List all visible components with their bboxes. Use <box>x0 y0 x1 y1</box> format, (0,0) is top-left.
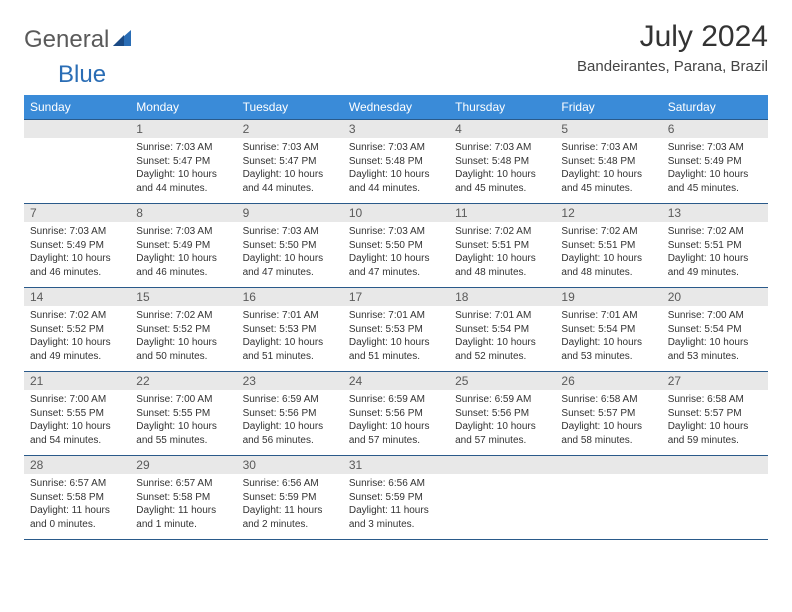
day-detail-cell: Sunrise: 7:02 AMSunset: 5:51 PMDaylight:… <box>449 222 555 288</box>
day-detail-cell: Sunrise: 7:03 AMSunset: 5:49 PMDaylight:… <box>662 138 768 204</box>
day-number-row: 78910111213 <box>24 204 768 223</box>
weekday-header: Thursday <box>449 95 555 120</box>
day-number-row: 21222324252627 <box>24 372 768 391</box>
day-number-cell: 13 <box>662 204 768 223</box>
day-detail-cell: Sunrise: 7:01 AMSunset: 5:53 PMDaylight:… <box>237 306 343 372</box>
day-detail-cell: Sunrise: 7:01 AMSunset: 5:54 PMDaylight:… <box>555 306 661 372</box>
day-number-row: 123456 <box>24 120 768 139</box>
day-number-cell: 25 <box>449 372 555 391</box>
day-detail-cell <box>449 474 555 540</box>
day-detail-row: Sunrise: 7:00 AMSunset: 5:55 PMDaylight:… <box>24 390 768 456</box>
day-detail-cell: Sunrise: 6:57 AMSunset: 5:58 PMDaylight:… <box>24 474 130 540</box>
logo: General <box>24 26 135 54</box>
day-detail-cell: Sunrise: 7:02 AMSunset: 5:51 PMDaylight:… <box>662 222 768 288</box>
day-detail-cell: Sunrise: 7:03 AMSunset: 5:47 PMDaylight:… <box>130 138 236 204</box>
day-number-cell: 15 <box>130 288 236 307</box>
calendar-table: SundayMondayTuesdayWednesdayThursdayFrid… <box>24 95 768 540</box>
day-number-cell <box>449 456 555 475</box>
day-detail-cell: Sunrise: 7:00 AMSunset: 5:54 PMDaylight:… <box>662 306 768 372</box>
logo-sail-icon <box>111 28 133 53</box>
day-number-cell: 6 <box>662 120 768 139</box>
day-number-cell: 28 <box>24 456 130 475</box>
day-number-cell: 18 <box>449 288 555 307</box>
day-detail-cell: Sunrise: 6:58 AMSunset: 5:57 PMDaylight:… <box>662 390 768 456</box>
day-number-cell: 11 <box>449 204 555 223</box>
day-detail-cell: Sunrise: 7:03 AMSunset: 5:48 PMDaylight:… <box>343 138 449 204</box>
day-number-cell <box>662 456 768 475</box>
day-number-cell: 24 <box>343 372 449 391</box>
day-detail-cell: Sunrise: 7:02 AMSunset: 5:51 PMDaylight:… <box>555 222 661 288</box>
day-detail-cell: Sunrise: 6:59 AMSunset: 5:56 PMDaylight:… <box>449 390 555 456</box>
day-number-cell: 10 <box>343 204 449 223</box>
day-detail-row: Sunrise: 7:02 AMSunset: 5:52 PMDaylight:… <box>24 306 768 372</box>
day-detail-cell: Sunrise: 7:03 AMSunset: 5:47 PMDaylight:… <box>237 138 343 204</box>
day-detail-cell: Sunrise: 7:03 AMSunset: 5:49 PMDaylight:… <box>130 222 236 288</box>
day-detail-cell: Sunrise: 6:56 AMSunset: 5:59 PMDaylight:… <box>343 474 449 540</box>
month-title: July 2024 <box>577 20 768 54</box>
day-number-cell: 29 <box>130 456 236 475</box>
day-number-cell: 23 <box>237 372 343 391</box>
day-number-cell: 14 <box>24 288 130 307</box>
day-number-row: 28293031 <box>24 456 768 475</box>
day-number-cell: 1 <box>130 120 236 139</box>
day-detail-cell: Sunrise: 7:03 AMSunset: 5:50 PMDaylight:… <box>343 222 449 288</box>
day-number-cell: 27 <box>662 372 768 391</box>
weekday-header: Monday <box>130 95 236 120</box>
day-detail-cell <box>555 474 661 540</box>
day-number-cell: 8 <box>130 204 236 223</box>
day-detail-cell: Sunrise: 6:58 AMSunset: 5:57 PMDaylight:… <box>555 390 661 456</box>
day-detail-cell: Sunrise: 6:57 AMSunset: 5:58 PMDaylight:… <box>130 474 236 540</box>
day-number-cell: 9 <box>237 204 343 223</box>
day-detail-cell: Sunrise: 7:02 AMSunset: 5:52 PMDaylight:… <box>130 306 236 372</box>
day-detail-cell: Sunrise: 7:01 AMSunset: 5:54 PMDaylight:… <box>449 306 555 372</box>
day-number-cell: 31 <box>343 456 449 475</box>
day-number-cell: 19 <box>555 288 661 307</box>
weekday-header: Saturday <box>662 95 768 120</box>
day-number-cell: 17 <box>343 288 449 307</box>
day-number-cell: 5 <box>555 120 661 139</box>
day-number-cell: 2 <box>237 120 343 139</box>
day-detail-cell: Sunrise: 7:00 AMSunset: 5:55 PMDaylight:… <box>24 390 130 456</box>
day-detail-cell: Sunrise: 6:59 AMSunset: 5:56 PMDaylight:… <box>237 390 343 456</box>
day-detail-row: Sunrise: 7:03 AMSunset: 5:47 PMDaylight:… <box>24 138 768 204</box>
day-detail-row: Sunrise: 7:03 AMSunset: 5:49 PMDaylight:… <box>24 222 768 288</box>
day-number-cell: 7 <box>24 204 130 223</box>
day-detail-cell <box>662 474 768 540</box>
logo-text-blue: Blue <box>58 61 792 89</box>
day-number-row: 14151617181920 <box>24 288 768 307</box>
day-number-cell: 4 <box>449 120 555 139</box>
day-detail-cell: Sunrise: 6:56 AMSunset: 5:59 PMDaylight:… <box>237 474 343 540</box>
weekday-header-row: SundayMondayTuesdayWednesdayThursdayFrid… <box>24 95 768 120</box>
day-detail-cell <box>24 138 130 204</box>
day-detail-row: Sunrise: 6:57 AMSunset: 5:58 PMDaylight:… <box>24 474 768 540</box>
day-detail-cell: Sunrise: 7:03 AMSunset: 5:49 PMDaylight:… <box>24 222 130 288</box>
weekday-header: Friday <box>555 95 661 120</box>
day-number-cell: 21 <box>24 372 130 391</box>
day-detail-cell: Sunrise: 7:03 AMSunset: 5:50 PMDaylight:… <box>237 222 343 288</box>
day-number-cell <box>555 456 661 475</box>
day-detail-cell: Sunrise: 7:00 AMSunset: 5:55 PMDaylight:… <box>130 390 236 456</box>
weekday-header: Tuesday <box>237 95 343 120</box>
weekday-header: Wednesday <box>343 95 449 120</box>
weekday-header: Sunday <box>24 95 130 120</box>
day-detail-cell: Sunrise: 7:03 AMSunset: 5:48 PMDaylight:… <box>555 138 661 204</box>
day-number-cell: 12 <box>555 204 661 223</box>
day-number-cell: 16 <box>237 288 343 307</box>
day-detail-cell: Sunrise: 6:59 AMSunset: 5:56 PMDaylight:… <box>343 390 449 456</box>
day-detail-cell: Sunrise: 7:03 AMSunset: 5:48 PMDaylight:… <box>449 138 555 204</box>
day-number-cell: 30 <box>237 456 343 475</box>
day-detail-cell: Sunrise: 7:01 AMSunset: 5:53 PMDaylight:… <box>343 306 449 372</box>
day-number-cell: 22 <box>130 372 236 391</box>
day-number-cell: 3 <box>343 120 449 139</box>
day-number-cell <box>24 120 130 139</box>
day-number-cell: 26 <box>555 372 661 391</box>
day-detail-cell: Sunrise: 7:02 AMSunset: 5:52 PMDaylight:… <box>24 306 130 372</box>
logo-text-general: General <box>24 26 109 54</box>
day-number-cell: 20 <box>662 288 768 307</box>
